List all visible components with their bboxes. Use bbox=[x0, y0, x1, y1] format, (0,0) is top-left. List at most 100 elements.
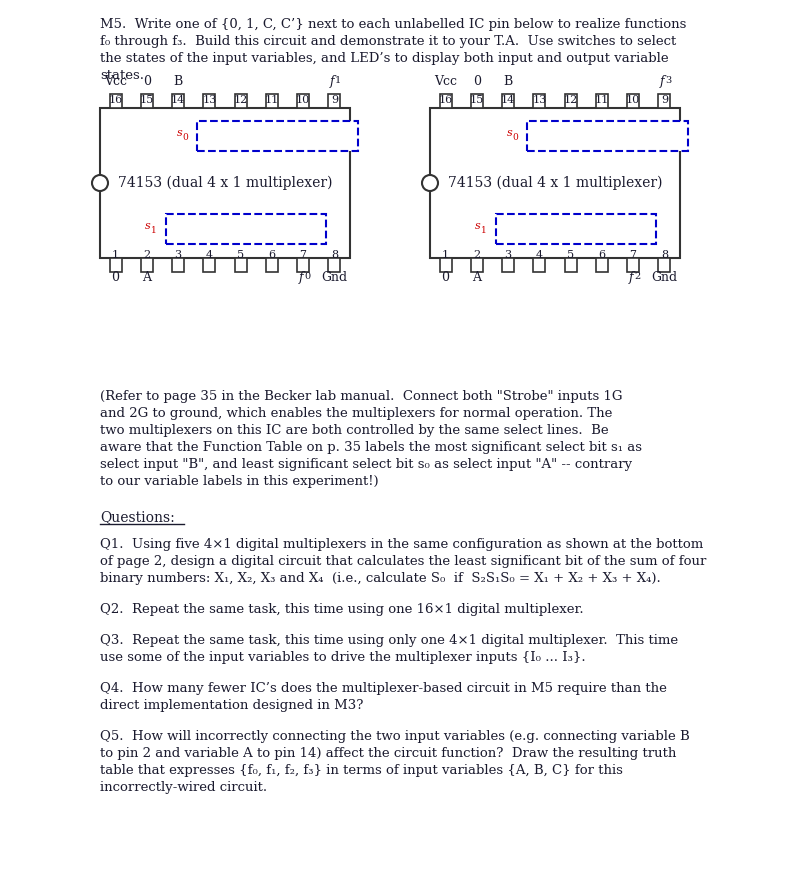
Text: 16: 16 bbox=[439, 95, 452, 105]
Circle shape bbox=[92, 175, 108, 191]
Text: 9: 9 bbox=[330, 95, 338, 105]
Text: 13: 13 bbox=[532, 95, 546, 105]
Text: I: I bbox=[208, 219, 213, 232]
Text: I: I bbox=[273, 219, 278, 232]
Text: M5.  Write one of {0, 1, C, C’} next to each unlabelled IC pin below to realize : M5. Write one of {0, 1, C, C’} next to e… bbox=[100, 18, 686, 31]
Text: 0: 0 bbox=[512, 133, 518, 142]
Text: 0: 0 bbox=[112, 271, 120, 284]
Text: A: A bbox=[142, 271, 151, 284]
Text: I: I bbox=[507, 219, 511, 232]
Text: y: y bbox=[307, 219, 314, 232]
Text: Q4.  How many fewer IC’s does the multiplexer-based circuit in M5 require than t: Q4. How many fewer IC’s does the multipl… bbox=[100, 682, 667, 695]
Text: incorrectly-wired circuit.: incorrectly-wired circuit. bbox=[100, 781, 267, 794]
Text: 0: 0 bbox=[473, 75, 481, 88]
Bar bbox=[110, 94, 122, 108]
Bar bbox=[471, 258, 483, 272]
Text: f: f bbox=[299, 271, 304, 284]
Text: 0: 0 bbox=[280, 225, 285, 234]
Text: 3: 3 bbox=[513, 225, 519, 234]
Text: 3: 3 bbox=[175, 250, 182, 260]
Text: I: I bbox=[304, 127, 309, 140]
Text: 0: 0 bbox=[183, 133, 188, 142]
Text: 74153 (dual 4 x 1 multiplexer): 74153 (dual 4 x 1 multiplexer) bbox=[118, 176, 332, 190]
Text: I: I bbox=[539, 219, 544, 232]
Text: I: I bbox=[603, 219, 608, 232]
Text: aware that the Function Table on p. 35 labels the most significant select bit s₁: aware that the Function Table on p. 35 l… bbox=[100, 441, 642, 454]
FancyBboxPatch shape bbox=[496, 214, 656, 244]
Text: use some of the input variables to drive the multiplexer inputs {I₀ ... I₃}.: use some of the input variables to drive… bbox=[100, 651, 586, 664]
Text: 0: 0 bbox=[143, 75, 151, 88]
Text: 3: 3 bbox=[215, 133, 221, 142]
Text: select input "B", and least significant select bit s₀ as select input "A" -- con: select input "B", and least significant … bbox=[100, 458, 632, 471]
Bar bbox=[266, 258, 278, 272]
Text: 2: 2 bbox=[246, 133, 252, 142]
Text: 1: 1 bbox=[112, 250, 120, 260]
Text: I: I bbox=[241, 219, 246, 232]
Text: of page 2, design a digital circuit that calculates the least significant bit of: of page 2, design a digital circuit that… bbox=[100, 555, 706, 568]
Bar bbox=[440, 94, 452, 108]
Bar bbox=[533, 94, 545, 108]
Text: 0: 0 bbox=[310, 133, 317, 142]
Text: y: y bbox=[637, 219, 644, 232]
Text: 12: 12 bbox=[563, 95, 578, 105]
Bar bbox=[440, 258, 452, 272]
Text: 15: 15 bbox=[469, 95, 484, 105]
Text: 3: 3 bbox=[545, 133, 550, 142]
Text: f₀ through f₃.  Build this circuit and demonstrate it to your T.A.  Use switches: f₀ through f₃. Build this circuit and de… bbox=[100, 35, 676, 48]
Text: 2: 2 bbox=[216, 225, 221, 234]
Text: 13: 13 bbox=[202, 95, 217, 105]
Text: 8: 8 bbox=[661, 250, 668, 260]
Text: Gnd: Gnd bbox=[322, 271, 347, 284]
Text: 1: 1 bbox=[247, 225, 253, 234]
Text: I: I bbox=[240, 127, 245, 140]
Bar bbox=[565, 94, 577, 108]
Text: f: f bbox=[330, 75, 335, 88]
Text: 1: 1 bbox=[608, 133, 614, 142]
Text: I: I bbox=[570, 219, 576, 232]
Text: s: s bbox=[176, 128, 183, 138]
Text: 4: 4 bbox=[536, 250, 543, 260]
Text: 9: 9 bbox=[661, 95, 668, 105]
Text: 2: 2 bbox=[634, 272, 640, 281]
Text: 1: 1 bbox=[442, 250, 449, 260]
Text: to pin 2 and variable A to pin 14) affect the circuit function?  Draw the result: to pin 2 and variable A to pin 14) affec… bbox=[100, 747, 676, 760]
Text: Q3.  Repeat the same task, this time using only one 4×1 digital multiplexer.  Th: Q3. Repeat the same task, this time usin… bbox=[100, 634, 678, 647]
Bar bbox=[595, 94, 608, 108]
Text: Vcc: Vcc bbox=[434, 75, 457, 88]
Bar bbox=[627, 94, 639, 108]
Text: 0: 0 bbox=[442, 271, 449, 284]
Bar bbox=[533, 258, 545, 272]
Text: 3: 3 bbox=[504, 250, 511, 260]
Text: 7: 7 bbox=[300, 250, 306, 260]
Text: I: I bbox=[602, 127, 607, 140]
Text: B: B bbox=[174, 75, 183, 88]
Bar bbox=[627, 258, 639, 272]
Bar bbox=[595, 258, 608, 272]
Text: Questions:: Questions: bbox=[100, 510, 175, 524]
Text: 2: 2 bbox=[577, 133, 583, 142]
Text: Vcc: Vcc bbox=[104, 75, 127, 88]
Text: 16: 16 bbox=[108, 95, 123, 105]
Text: binary numbers: X₁, X₂, X₃ and X₄  (i.e., calculate S₀  if  S₂S₁S₀ = X₁ + X₂ + X: binary numbers: X₁, X₂, X₃ and X₄ (i.e.,… bbox=[100, 572, 661, 585]
Text: s: s bbox=[145, 221, 151, 231]
Text: 0: 0 bbox=[304, 272, 310, 281]
Text: 0: 0 bbox=[641, 133, 646, 142]
Text: to our variable labels in this experiment!): to our variable labels in this experimen… bbox=[100, 475, 379, 488]
Text: I: I bbox=[177, 219, 182, 232]
Text: f: f bbox=[629, 271, 633, 284]
Bar bbox=[100, 108, 350, 258]
Bar bbox=[297, 258, 309, 272]
FancyBboxPatch shape bbox=[528, 121, 688, 151]
Bar bbox=[502, 94, 514, 108]
Text: 10: 10 bbox=[626, 95, 640, 105]
Text: 15: 15 bbox=[140, 95, 154, 105]
Text: 6: 6 bbox=[268, 250, 276, 260]
Text: 2: 2 bbox=[473, 250, 481, 260]
Bar bbox=[204, 94, 216, 108]
Bar bbox=[141, 94, 153, 108]
Bar bbox=[234, 258, 246, 272]
Text: 5: 5 bbox=[237, 250, 244, 260]
Circle shape bbox=[422, 175, 438, 191]
Text: table that expresses {f₀, f₁, f₂, f₃} in terms of input variables {A, B, C} for : table that expresses {f₀, f₁, f₂, f₃} in… bbox=[100, 764, 623, 777]
Text: I: I bbox=[208, 127, 213, 140]
